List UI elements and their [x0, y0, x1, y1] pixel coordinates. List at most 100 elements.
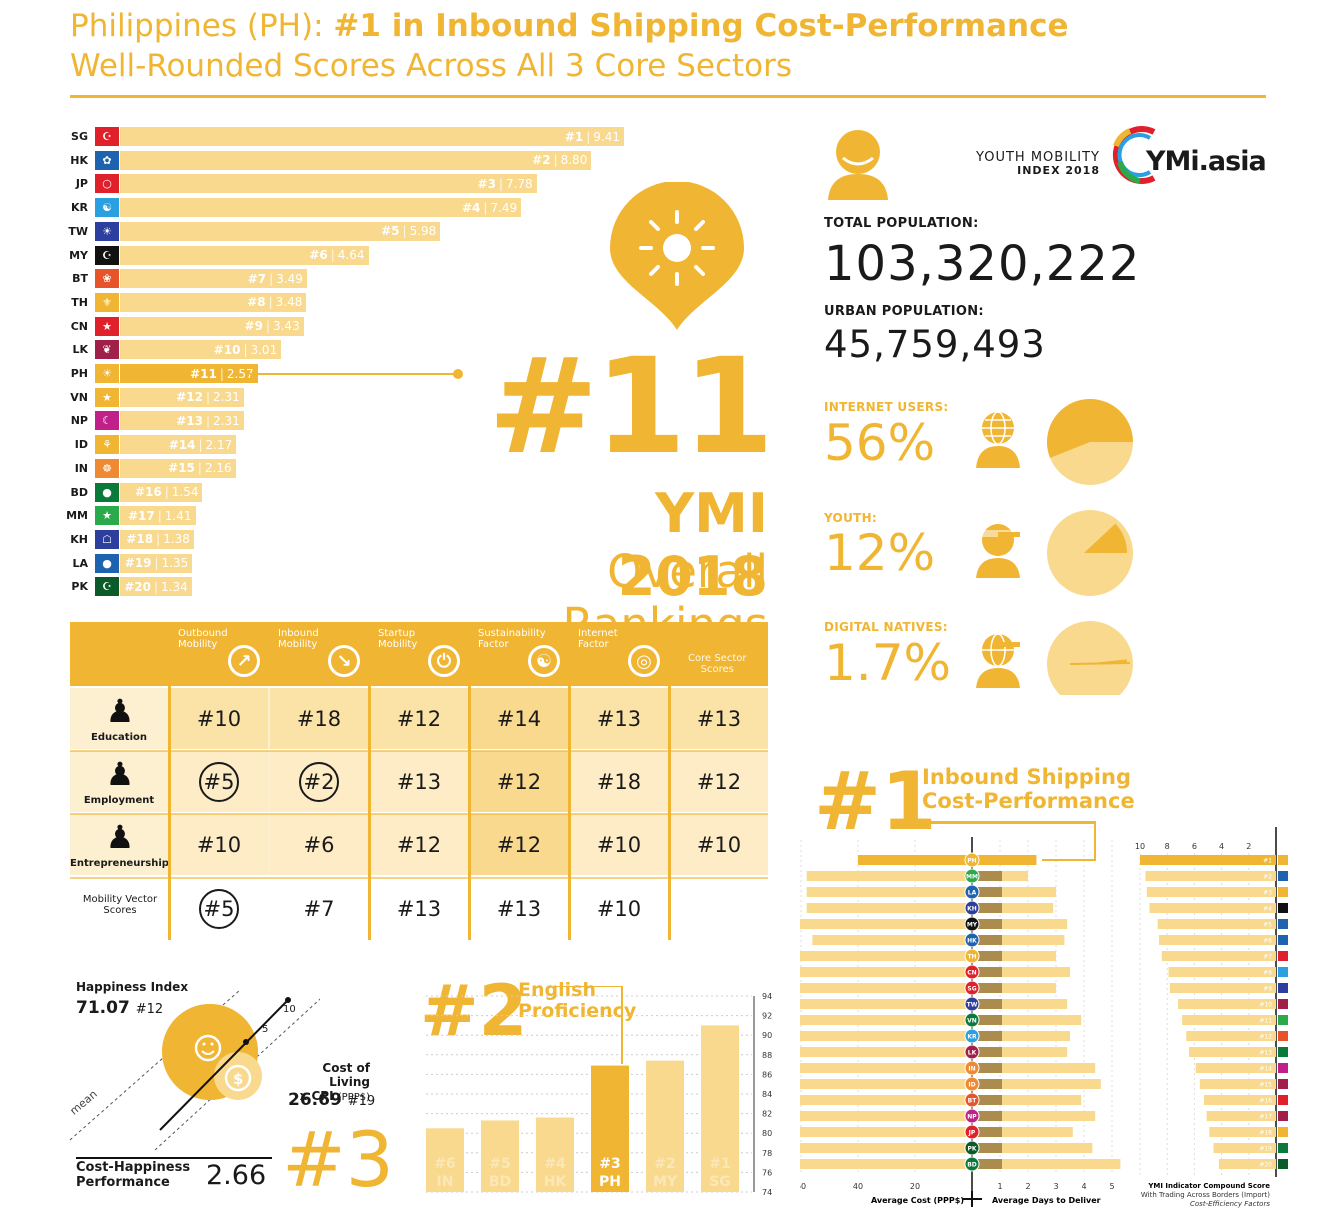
days-axis-label: Average Days to Deliver: [992, 1196, 1101, 1205]
compound-bar: [1199, 1079, 1276, 1089]
flag-icon: ☪: [95, 127, 119, 146]
rank-separator: |: [498, 176, 503, 191]
compound-rank-label: #6: [1263, 938, 1272, 945]
days-bar-shade: [978, 887, 1002, 897]
row-label: Mobility Vector Scores: [82, 894, 158, 916]
rank-number: #3: [477, 176, 496, 191]
rank-score: 3.43: [272, 319, 300, 334]
flag-icon: ☀: [95, 364, 119, 383]
rank-number: #9: [244, 319, 263, 334]
table-cell-bg: [570, 814, 668, 875]
english-bar: [646, 1060, 684, 1192]
days-bar-shade: [978, 1159, 1002, 1169]
compound-bar: [1146, 887, 1276, 897]
compound-flag: [1278, 967, 1288, 977]
country-badge-label: TH: [967, 954, 976, 961]
flag-icon: ★: [95, 506, 119, 526]
table-header: [70, 622, 768, 686]
rank-code: NP: [70, 414, 88, 428]
days-bar: [972, 1047, 1068, 1057]
days-bar: [972, 967, 1070, 977]
compound-bar: [1140, 855, 1276, 865]
rank-code: PK: [71, 580, 88, 594]
rank-bar: #3 | 7.78: [120, 174, 537, 194]
compound-tick-label: 8: [1165, 842, 1170, 851]
compound-bar: [1149, 903, 1276, 913]
english-bar: [591, 1065, 629, 1192]
compound-rank-label: #7: [1263, 954, 1272, 961]
y-tick-label: 88: [762, 1051, 772, 1060]
rank-bar: #18 | 1.38: [120, 529, 194, 549]
compound-rank-label: #17: [1259, 1114, 1272, 1121]
days-bar-shade: [978, 919, 1002, 929]
compound-tick-label: 4: [1219, 842, 1224, 851]
compound-rank-label: #2: [1263, 874, 1272, 881]
flag-icon: ★: [95, 387, 119, 407]
cost-of-living-value: 26.69 #19: [288, 1090, 376, 1110]
days-bar-shade: [978, 999, 1002, 1009]
compound-flag: [1278, 1159, 1288, 1169]
bar-code-label: SG: [709, 1174, 731, 1190]
rank-number: #20: [124, 579, 151, 594]
y-tick-label: 80: [762, 1129, 772, 1138]
cost-bar: [800, 1143, 972, 1153]
country-badge: [964, 1156, 980, 1172]
cost-bar: [800, 919, 972, 929]
table-cell: #7: [303, 896, 335, 921]
cost-happiness-rank: #3: [282, 1115, 395, 1204]
column-header: Core Sector Scores: [688, 653, 746, 675]
rank-separator: |: [265, 319, 270, 334]
cost-bar: [800, 1127, 972, 1137]
rank-score: 2.57: [226, 366, 254, 381]
compound-bar: [1203, 1095, 1276, 1105]
rank-score: 2.16: [204, 461, 232, 476]
rank-bar: #2 | 8.80: [120, 150, 592, 170]
compound-flag: [1278, 999, 1288, 1009]
table-cell-bg: [570, 688, 668, 749]
days-bar-shade: [978, 1063, 1002, 1073]
shipping-label-connector: [926, 821, 1096, 823]
days-bar: [972, 1015, 1082, 1025]
header-rule: [70, 95, 1266, 98]
country-badge-label: BT: [968, 1098, 978, 1105]
country-badge-label: IN: [968, 1066, 975, 1073]
entrepreneur-icon: ♟: [105, 818, 135, 856]
y-tick-label: 82: [762, 1110, 772, 1119]
cost-bar: [806, 871, 972, 881]
days-bar-shade: [978, 983, 1002, 993]
rank-code: KH: [70, 532, 88, 546]
cost-bar: [800, 1095, 972, 1105]
english-bar: [481, 1120, 519, 1192]
days-bar: [972, 903, 1054, 913]
compound-bar: [1195, 1063, 1276, 1073]
axis-cross-icon: [962, 1191, 982, 1207]
country-badge: [964, 996, 980, 1012]
country-badge: [964, 900, 980, 916]
employee-icon: ♟: [105, 755, 135, 793]
digital-native-person-icon: [976, 633, 1020, 688]
compound-rank-label: #14: [1259, 1066, 1272, 1073]
days-bar-shade: [978, 951, 1002, 961]
rank-number: #14: [168, 437, 196, 452]
rank-code: TH: [71, 295, 88, 309]
compound-rank-label: #20: [1259, 1162, 1272, 1169]
table-row-divider: [70, 750, 768, 752]
english-rank: #2: [420, 970, 528, 1052]
rank-score: 2.17: [205, 437, 233, 452]
compound-rank-label: #12: [1259, 1034, 1272, 1041]
compound-flag: [1278, 1095, 1288, 1105]
table-cell: #13: [396, 769, 442, 794]
compound-bar: [1178, 999, 1276, 1009]
rank-separator: |: [553, 153, 558, 168]
days-tick-label: 3: [1053, 1182, 1058, 1191]
days-tick-label: 5: [1109, 1182, 1114, 1191]
shipping-chart: PH MM LA KH MY HK TH CN SG TW VN KR LK IN ID BT NP JP PK BD…: [800, 821, 1288, 1208]
rank-code: VN: [70, 390, 88, 404]
cost-bar: [800, 1063, 972, 1073]
table-cell-bg: [570, 751, 668, 812]
rank-separator: |: [164, 485, 169, 499]
country-badge-label: JP: [968, 1130, 976, 1137]
compound-bar: [1209, 1127, 1276, 1137]
rank-number: #12: [176, 390, 203, 405]
compound-rank-label: #3: [1263, 890, 1272, 897]
